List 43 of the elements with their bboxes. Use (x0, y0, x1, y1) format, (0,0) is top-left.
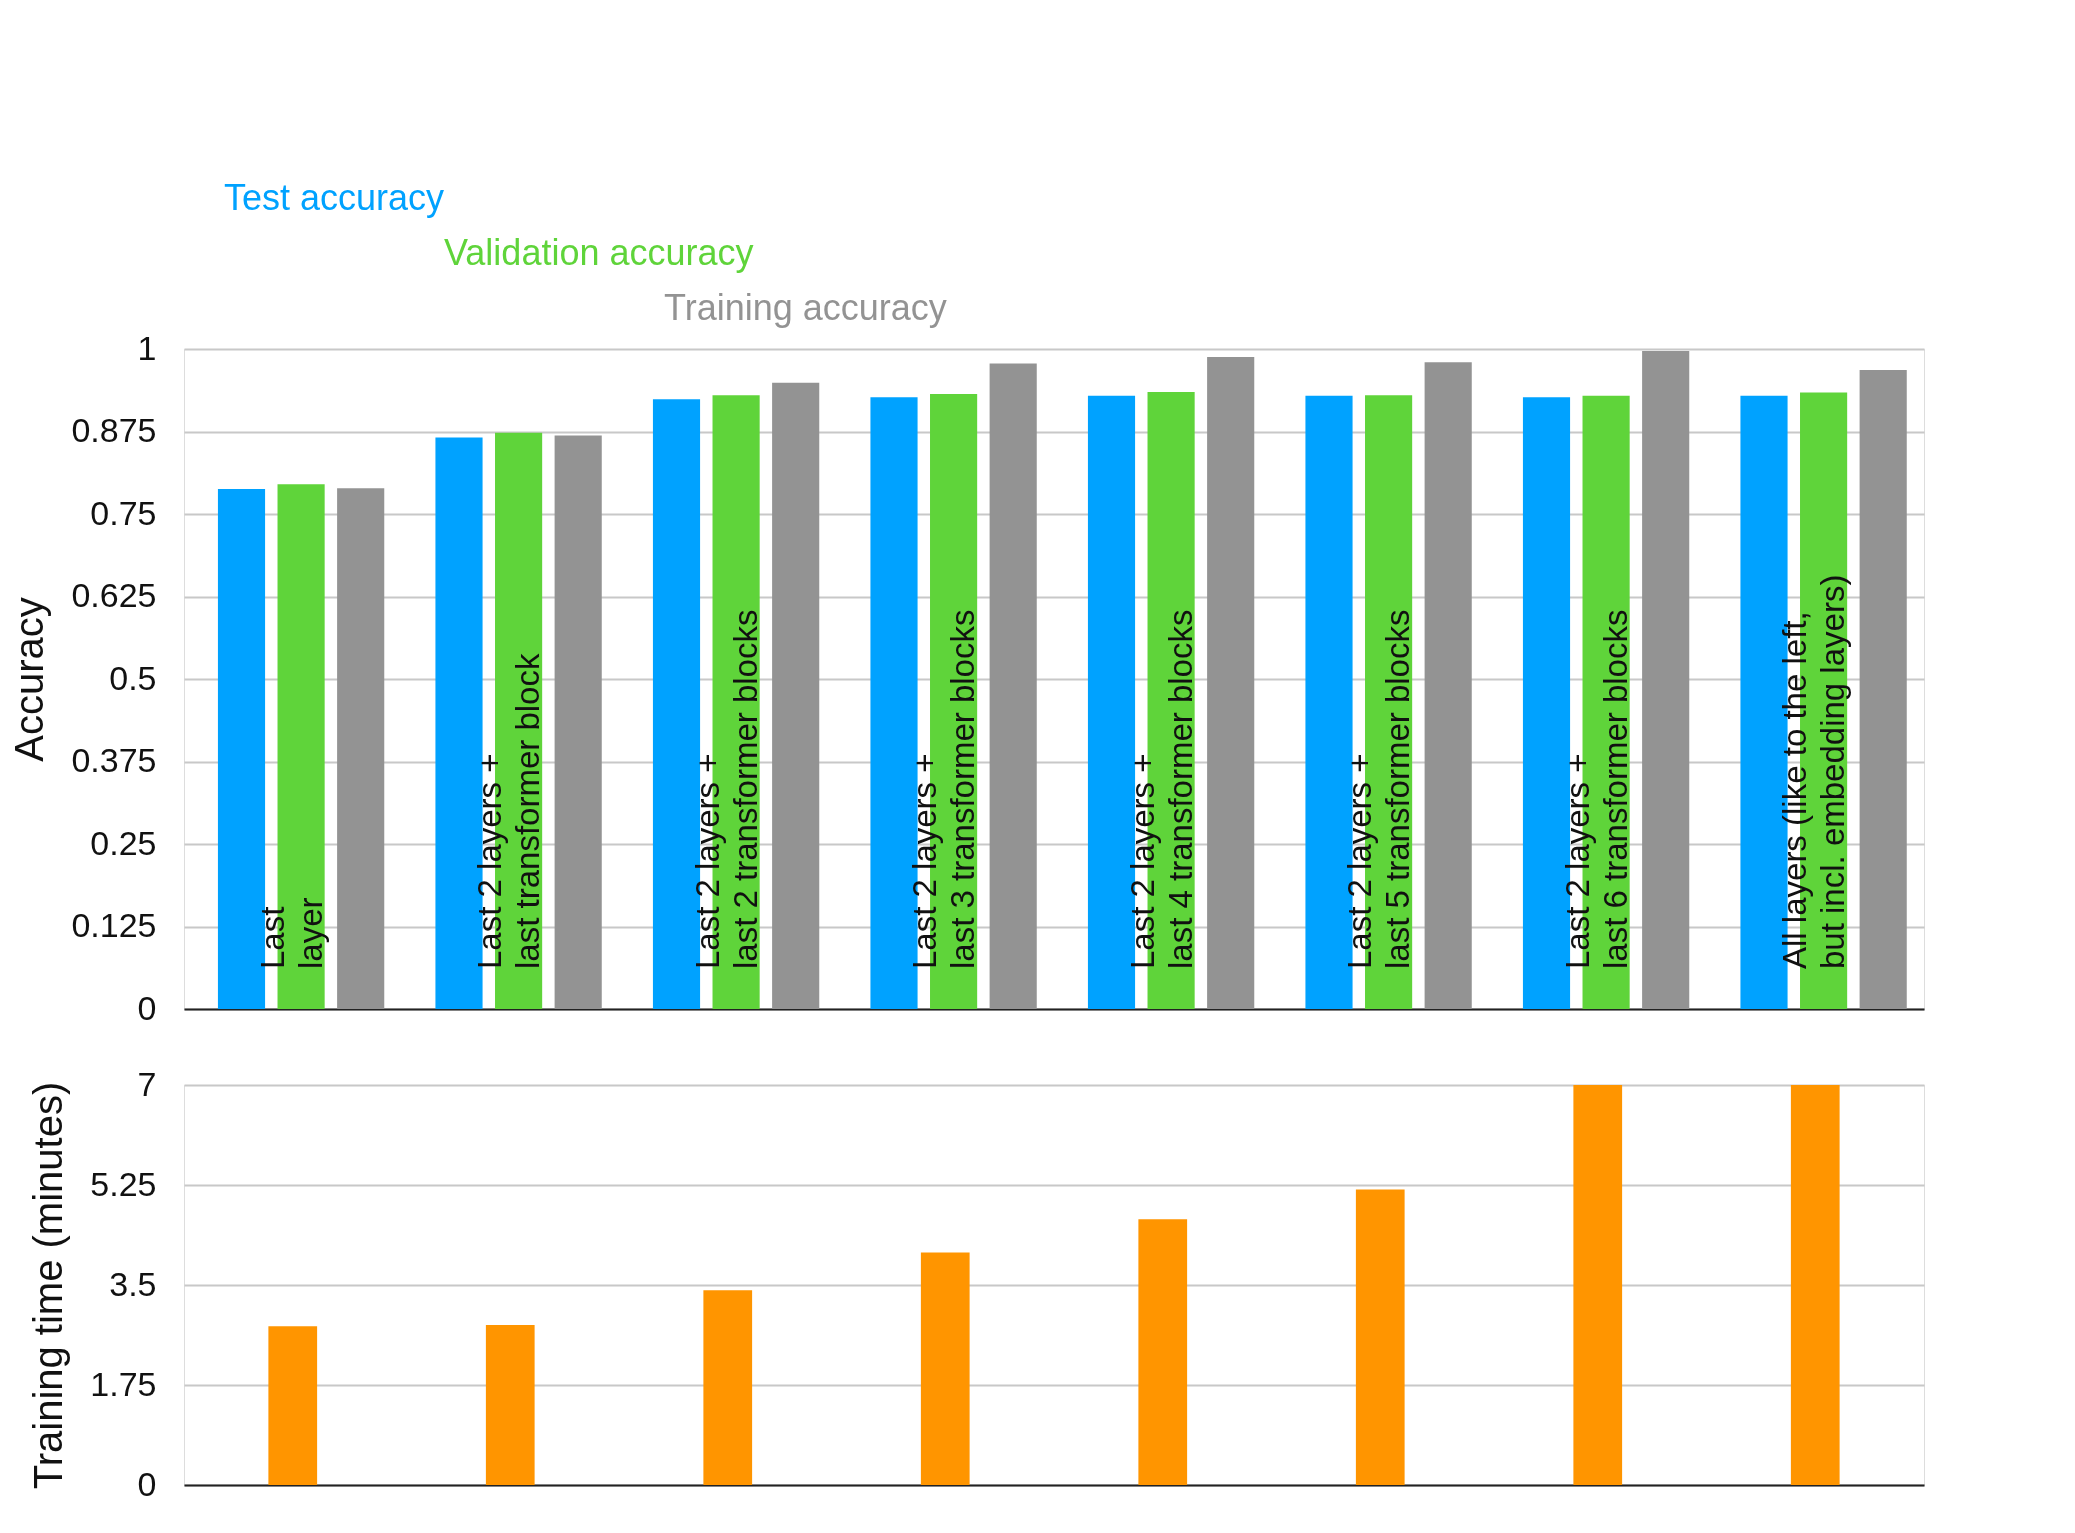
bar (1207, 356, 1255, 1009)
bar (1642, 350, 1690, 1009)
y-tick-label: 0.25 (90, 823, 157, 862)
category-label: Last 2 layers + last 6 transformer blocks (1558, 609, 1634, 969)
bar (1424, 362, 1472, 1009)
y-tick-label: 7 (137, 1064, 157, 1103)
text: Test accuracy (224, 177, 445, 218)
category-label: Last layer (253, 897, 329, 969)
bar (1790, 1085, 1840, 1485)
bar (703, 1290, 753, 1485)
bar (1859, 370, 1907, 1009)
y-axis-title: Accuracy (7, 597, 52, 762)
bar (772, 382, 820, 1009)
bar (1138, 1219, 1188, 1485)
y-tick-label: 3.5 (109, 1264, 157, 1303)
category-label: All layers (like to the left, but incl. embedding layers) (1776, 574, 1852, 969)
bar (1355, 1189, 1405, 1485)
y-tick-label: 1 (137, 328, 157, 367)
category-label: Last 2 layers + last 2 transformer blocks (688, 609, 764, 969)
bar (989, 363, 1037, 1009)
y-tick-label: 0.875 (71, 411, 157, 449)
y-tick-label: 0.125 (71, 906, 157, 944)
y-tick-label: 0 (137, 988, 157, 1027)
series-label: Training accuracy (664, 287, 947, 328)
y-tick-label: 5.25 (90, 1164, 157, 1203)
category-label: Last 2 layers + last 4 transformer blocks (1123, 609, 1199, 969)
bar (485, 1325, 535, 1485)
bar (920, 1252, 970, 1485)
bar (268, 1326, 318, 1485)
bar (1573, 1085, 1623, 1485)
category-label: Last 2 layers + last 3 transformer blocks (906, 609, 982, 969)
y-tick-label: 1.75 (90, 1364, 157, 1403)
bar (337, 488, 385, 1009)
y-tick-label: 0.75 (90, 493, 157, 532)
y-tick-label: 0.375 (71, 741, 157, 779)
category-label: Last 2 layers + last transformer block (471, 653, 547, 969)
category-label: Last 2 layers + last 5 transformer blocks (1341, 609, 1417, 969)
y-tick-label: 0 (137, 1464, 157, 1503)
y-axis-title: Training time (minutes) (26, 1081, 71, 1490)
text: Validation accuracy (444, 232, 754, 273)
bar (554, 435, 602, 1009)
y-tick-label: 0.625 (71, 576, 157, 614)
y-tick-label: 0.5 (109, 658, 157, 697)
